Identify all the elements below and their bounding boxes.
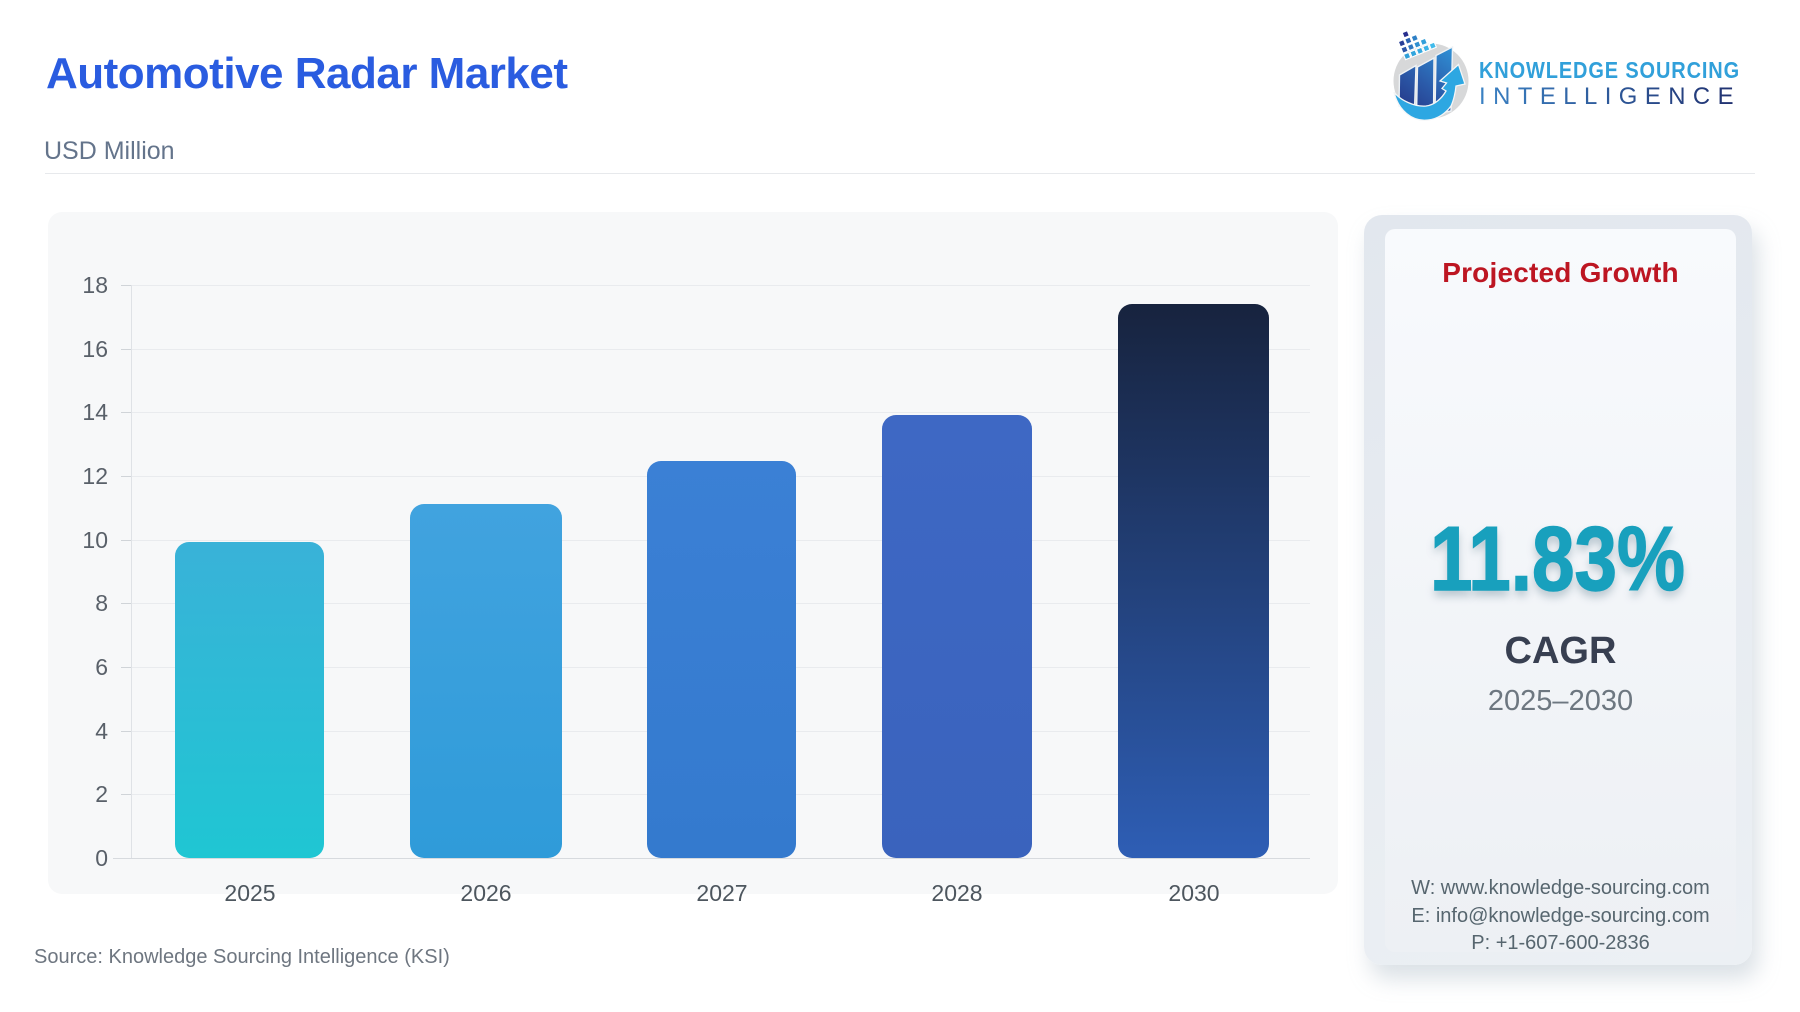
svg-text:KNOWLEDGE SOURCING: KNOWLEDGE SOURCING [1479, 57, 1740, 83]
svg-text:INTELLIGENCE: INTELLIGENCE [1479, 83, 1741, 110]
